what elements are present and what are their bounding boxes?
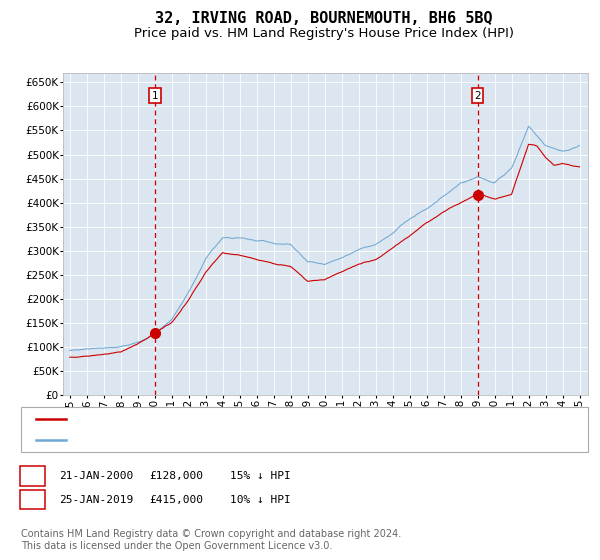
Text: 21-JAN-2000: 21-JAN-2000 [59,471,133,481]
Text: 32, IRVING ROAD, BOURNEMOUTH, BH6 5BQ (detached house): 32, IRVING ROAD, BOURNEMOUTH, BH6 5BQ (d… [72,414,409,424]
Text: Contains HM Land Registry data © Crown copyright and database right 2024.
This d: Contains HM Land Registry data © Crown c… [21,529,401,551]
Text: 15% ↓ HPI: 15% ↓ HPI [230,471,290,481]
Text: 1: 1 [151,91,158,101]
Text: £128,000: £128,000 [149,471,203,481]
Text: 1: 1 [29,471,36,481]
Text: 25-JAN-2019: 25-JAN-2019 [59,494,133,505]
Text: HPI: Average price, detached house, Bournemouth Christchurch and Poole: HPI: Average price, detached house, Bour… [72,435,509,445]
Text: 10% ↓ HPI: 10% ↓ HPI [230,494,290,505]
Text: 32, IRVING ROAD, BOURNEMOUTH, BH6 5BQ: 32, IRVING ROAD, BOURNEMOUTH, BH6 5BQ [155,11,493,26]
Text: 2: 2 [29,494,36,505]
Text: Price paid vs. HM Land Registry's House Price Index (HPI): Price paid vs. HM Land Registry's House … [134,27,514,40]
Text: £415,000: £415,000 [149,494,203,505]
Text: 2: 2 [474,91,481,101]
